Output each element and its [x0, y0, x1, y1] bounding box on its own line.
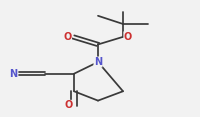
Text: N: N [9, 69, 17, 79]
Text: N: N [94, 57, 102, 67]
Text: O: O [64, 100, 73, 110]
Text: O: O [124, 32, 132, 42]
Text: O: O [63, 32, 72, 42]
